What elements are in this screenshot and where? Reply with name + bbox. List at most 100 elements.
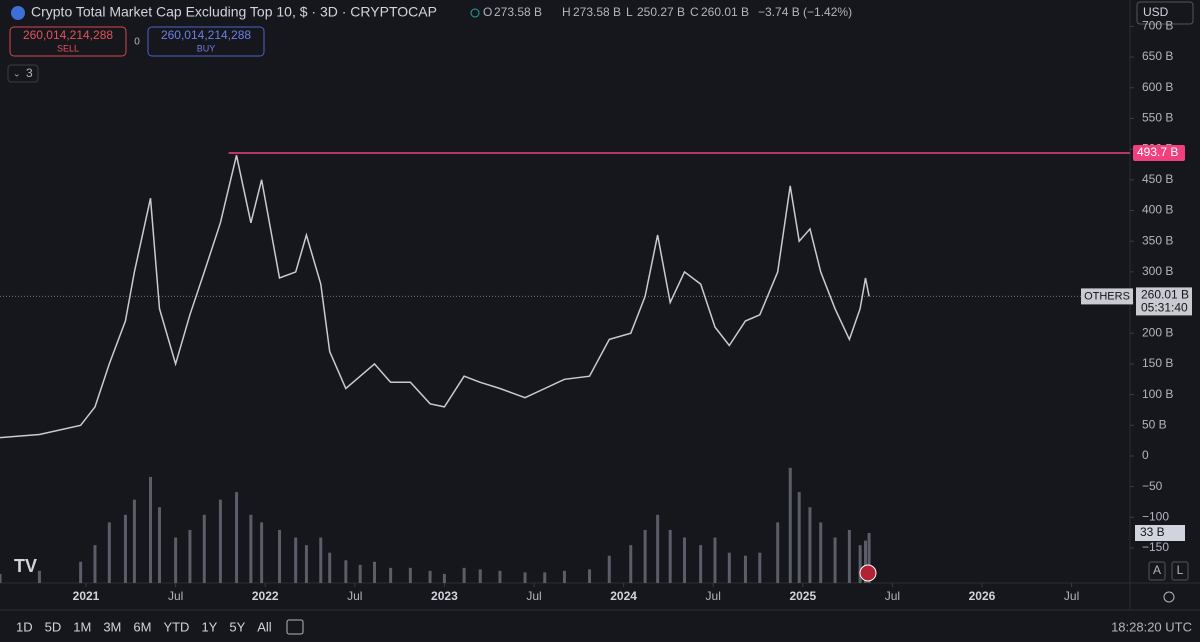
- x-tick-label: Jul: [885, 589, 900, 603]
- y-tick-label: 150 B: [1142, 356, 1173, 370]
- countdown: 05:31:40: [1141, 301, 1188, 315]
- symbol-icon: [11, 6, 25, 20]
- volume-bar: [478, 569, 482, 583]
- auto-button[interactable]: [1148, 561, 1166, 581]
- range-button[interactable]: 3M: [103, 619, 121, 634]
- auto-scale[interactable]: A: [1153, 563, 1161, 577]
- y-tick-label: 550 B: [1142, 111, 1173, 125]
- y-tick-label: 350 B: [1142, 233, 1173, 247]
- volume-bar: [0, 573, 2, 583]
- y-tick-label: 100 B: [1142, 387, 1173, 401]
- volume-bar: [699, 545, 703, 583]
- range-button[interactable]: 5Y: [229, 619, 245, 634]
- y-tick-label: 650 B: [1142, 49, 1173, 63]
- range-button[interactable]: 1M: [73, 619, 91, 634]
- volume-bar: [93, 545, 97, 583]
- ohlc-label: H: [562, 5, 571, 19]
- volume-bar: [319, 537, 323, 583]
- volume-bar: [328, 552, 332, 583]
- spread: 0: [134, 37, 140, 48]
- price-label: 260.01 B: [1141, 288, 1189, 302]
- y-tick-label: −100: [1142, 510, 1169, 524]
- range-button[interactable]: 5D: [45, 619, 62, 634]
- volume-label-box: [1135, 525, 1185, 541]
- volume-bar: [543, 572, 547, 583]
- indicator-count[interactable]: 3: [26, 66, 33, 80]
- volume-bar: [202, 514, 206, 583]
- volume-bar: [344, 560, 348, 583]
- volume-bar: [408, 567, 412, 583]
- x-tick-label: 2026: [969, 589, 996, 603]
- range-button[interactable]: 1D: [16, 619, 33, 634]
- buy-label[interactable]: BUY: [197, 43, 216, 53]
- volume-bar: [294, 537, 298, 583]
- volume-bar: [562, 570, 566, 583]
- log-scale[interactable]: L: [1177, 563, 1184, 577]
- volume-bar: [607, 555, 611, 583]
- range-button[interactable]: All: [257, 619, 272, 634]
- volume-bar: [656, 514, 660, 583]
- volume-bar: [304, 545, 308, 583]
- volume-bar: [629, 545, 633, 583]
- volume-bar: [788, 467, 792, 583]
- x-tick-label: Jul: [1064, 589, 1079, 603]
- volume-bar: [683, 537, 687, 583]
- y-tick-label: 700 B: [1142, 19, 1173, 33]
- flag-icon: [859, 564, 877, 582]
- ohlc-value: 273.58 B: [494, 5, 542, 19]
- volume-bar: [373, 561, 377, 583]
- volume-bar: [523, 572, 527, 583]
- volume-bar: [389, 567, 393, 583]
- volume-label: 33 B: [1140, 525, 1165, 539]
- volume-bar: [278, 529, 282, 583]
- volume-bar: [819, 522, 823, 583]
- y-tick-label: 50 B: [1142, 417, 1167, 431]
- range-button[interactable]: 6M: [133, 619, 151, 634]
- volume-bar: [743, 555, 747, 583]
- volume-bar: [107, 522, 111, 583]
- symbol-box: [1081, 288, 1133, 305]
- range-button[interactable]: YTD: [163, 619, 189, 634]
- chevron[interactable]: ⌄: [13, 68, 21, 78]
- currency-button[interactable]: [1136, 1, 1194, 25]
- date-range-icon[interactable]: [286, 619, 304, 635]
- x-tick-label: Jul: [706, 589, 721, 603]
- volume-bar: [776, 522, 780, 583]
- x-tick-label: 2021: [73, 589, 100, 603]
- x-tick-label: Jul: [168, 589, 183, 603]
- ohlc-value: 250.27 B: [637, 5, 685, 19]
- currency[interactable]: USD: [1143, 5, 1169, 19]
- volume-bar: [808, 507, 812, 583]
- volume-bar: [668, 529, 672, 583]
- volume-bar: [79, 561, 83, 583]
- indicator-toggle[interactable]: [7, 64, 39, 83]
- volume-bar: [758, 552, 762, 583]
- title: Crypto Total Market Cap Excluding Top 10…: [31, 4, 437, 20]
- volume-bar: [174, 537, 178, 583]
- volume-bar: [864, 540, 868, 583]
- level-label-box: [1133, 144, 1185, 161]
- volume-bar: [727, 552, 731, 583]
- sell-button[interactable]: [9, 26, 127, 57]
- buy-button[interactable]: [147, 26, 265, 57]
- volume-bar: [867, 533, 871, 583]
- x-tick-label: 2023: [431, 589, 458, 603]
- clock: 18:28:20 UTC: [1111, 619, 1192, 634]
- volume-bar: [132, 499, 136, 583]
- log-button[interactable]: [1171, 561, 1189, 581]
- ohlc-label: C: [690, 5, 699, 19]
- symbol-label: OTHERS: [1084, 290, 1130, 302]
- volume-bar: [588, 569, 592, 583]
- volume-bar: [847, 529, 851, 583]
- y-tick-label: 450 B: [1142, 172, 1173, 186]
- settings-icon[interactable]: [1163, 591, 1175, 603]
- volume-bar: [260, 522, 264, 583]
- sell-label[interactable]: SELL: [57, 43, 79, 53]
- x-tick-label: 2025: [789, 589, 816, 603]
- range-button[interactable]: 1Y: [201, 619, 217, 634]
- sell-price[interactable]: 260,014,214,288: [23, 28, 113, 42]
- x-tick-label: 2022: [252, 589, 279, 603]
- buy-price[interactable]: 260,014,214,288: [161, 28, 251, 42]
